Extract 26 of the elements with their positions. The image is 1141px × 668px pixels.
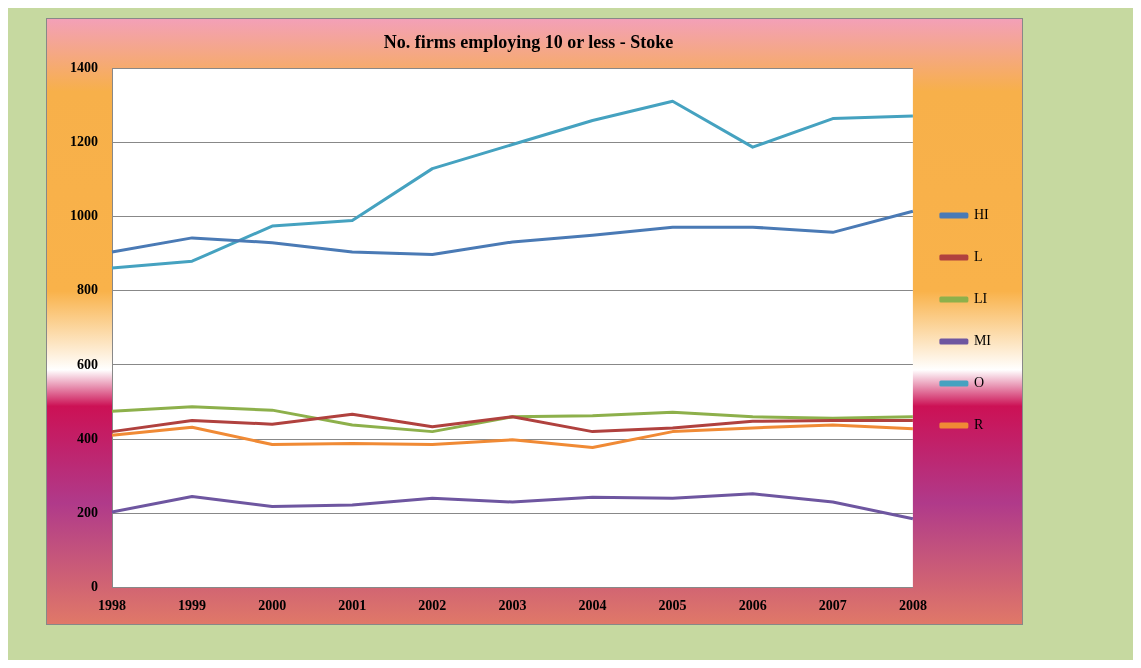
x-tick-label: 2004 [578, 598, 607, 614]
y-tick-label: 400 [77, 430, 98, 446]
legend-label: O [973, 375, 985, 391]
legend-label: LI [973, 291, 988, 307]
x-tick-label: 2003 [498, 598, 527, 614]
y-tick-label: 800 [77, 282, 98, 298]
legend-label: MI [973, 333, 992, 349]
x-tick-label: 2000 [258, 598, 287, 614]
legend-label: HI [973, 207, 989, 223]
x-tick-label: 2005 [658, 598, 687, 614]
x-tick-label: 2008 [898, 598, 927, 614]
y-tick-label: 0 [91, 578, 98, 594]
y-tick-label: 1000 [70, 208, 98, 224]
y-tick-label: 1400 [70, 60, 98, 76]
x-tick-label: 2006 [738, 598, 767, 614]
x-tick-label: 2001 [338, 598, 367, 614]
x-tick-label: 1999 [178, 598, 207, 614]
y-tick-label: 600 [77, 356, 98, 372]
x-tick-label: 2007 [818, 598, 847, 614]
y-tick-label: 200 [77, 504, 98, 520]
x-tick-label: 2002 [418, 598, 447, 614]
y-tick-label: 1200 [70, 134, 98, 150]
chart-title: No. firms employing 10 or less - Stoke [383, 32, 674, 53]
legend-label: L [973, 249, 983, 265]
x-tick-label: 1998 [98, 598, 126, 614]
legend-label: R [973, 417, 984, 433]
